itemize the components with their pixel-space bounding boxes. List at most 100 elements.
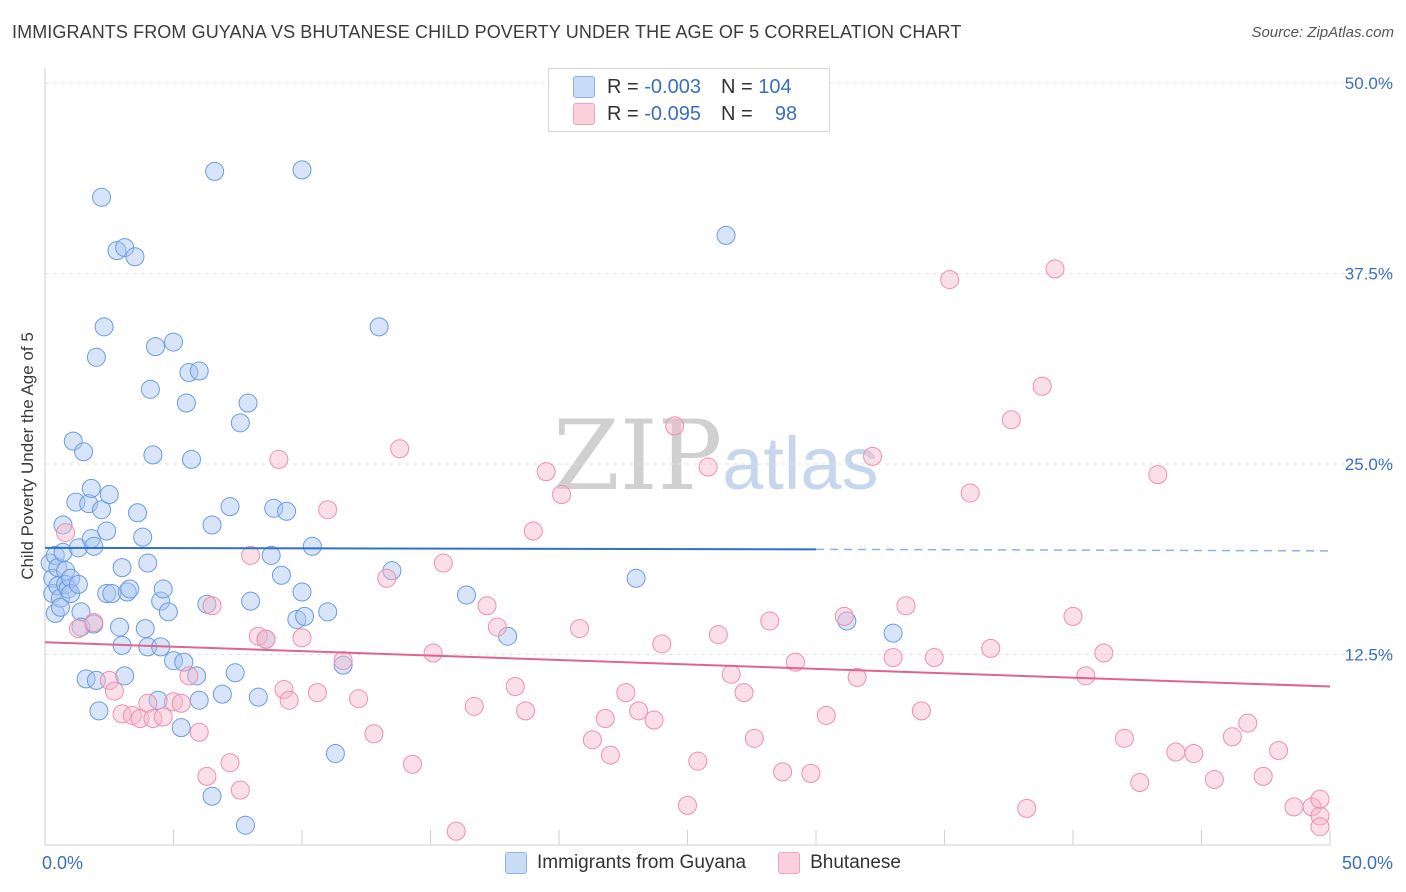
point-bhutanese xyxy=(171,693,191,713)
point-bhutanese xyxy=(390,439,410,459)
point-bhutanese xyxy=(1284,797,1304,817)
point-guyana xyxy=(102,584,122,604)
point-guyana xyxy=(171,718,191,738)
point-guyana xyxy=(164,332,183,352)
point-bhutanese xyxy=(863,446,883,466)
point-bhutanese xyxy=(99,670,119,690)
source-label: Source: ZipAtlas.com xyxy=(1251,24,1394,41)
point-bhutanese xyxy=(446,821,466,841)
point-guyana xyxy=(202,515,222,535)
point-guyana xyxy=(202,786,222,806)
point-guyana xyxy=(153,579,173,599)
legend-n-value: 98 xyxy=(774,102,798,125)
point-bhutanese xyxy=(1094,643,1114,663)
point-bhutanese xyxy=(433,553,453,573)
point-bhutanese xyxy=(688,751,708,771)
point-guyana xyxy=(63,431,83,451)
y-axis-label: Child Poverty Under the Age of 5 xyxy=(18,332,37,580)
point-guyana xyxy=(277,501,297,521)
point-bhutanese xyxy=(364,724,384,744)
point-bhutanese xyxy=(241,545,261,565)
point-guyana xyxy=(248,687,268,707)
point-bhutanese xyxy=(197,766,217,786)
series-legend: Immigrants from Guyana Bhutanese xyxy=(0,852,1406,874)
point-guyana xyxy=(81,478,101,498)
point-guyana xyxy=(230,413,250,433)
legend-swatch-guyana xyxy=(573,76,595,98)
point-guyana xyxy=(112,558,132,578)
trend-line-bhutanese xyxy=(44,641,1331,688)
point-bhutanese xyxy=(721,664,741,684)
point-guyana xyxy=(883,623,903,643)
grid-lines xyxy=(45,82,1395,655)
point-bhutanese xyxy=(318,500,338,520)
point-guyana xyxy=(187,666,207,686)
point-guyana xyxy=(179,363,199,383)
x-tick-label: 50.0% xyxy=(1342,853,1393,873)
point-bhutanese xyxy=(734,683,754,703)
point-bhutanese xyxy=(1001,410,1021,430)
point-bhutanese xyxy=(464,696,484,716)
point-bhutanese xyxy=(349,689,369,709)
tick-labels: 12.5% 25.0% 37.5% 50.0% 0.0% 50.0% xyxy=(42,74,1393,873)
point-bhutanese xyxy=(423,643,443,663)
legend-n-label: N = xyxy=(720,75,753,98)
point-guyana xyxy=(140,379,160,399)
point-guyana xyxy=(181,449,201,469)
point-guyana xyxy=(99,484,119,504)
point-bhutanese xyxy=(1063,606,1083,626)
point-guyana xyxy=(456,585,476,605)
point-bhutanese xyxy=(595,709,615,729)
point-guyana xyxy=(271,565,291,585)
point-guyana xyxy=(369,317,389,337)
point-guyana xyxy=(84,536,104,556)
point-guyana xyxy=(53,515,73,535)
point-bhutanese xyxy=(924,648,944,668)
point-bhutanese xyxy=(274,680,294,700)
point-bhutanese xyxy=(333,651,353,671)
point-bhutanese xyxy=(1310,817,1330,837)
point-bhutanese xyxy=(1148,465,1168,485)
point-guyana xyxy=(292,582,312,602)
point-bhutanese xyxy=(1017,798,1037,818)
point-bhutanese xyxy=(552,484,572,504)
point-guyana xyxy=(107,241,127,261)
point-guyana xyxy=(135,619,155,639)
point-bhutanese xyxy=(981,638,1001,658)
point-bhutanese xyxy=(785,652,805,672)
point-bhutanese xyxy=(582,730,602,750)
x-tick-label: 0.0% xyxy=(42,853,83,873)
point-bhutanese xyxy=(122,705,142,725)
point-guyana xyxy=(146,337,166,357)
point-guyana xyxy=(295,606,315,626)
legend-r-value: -0.003 xyxy=(644,75,701,98)
point-guyana xyxy=(287,609,307,629)
point-bhutanese xyxy=(1045,259,1065,279)
point-guyana xyxy=(138,553,158,573)
watermark: ZIPatlas xyxy=(553,400,879,512)
point-bhutanese xyxy=(816,705,836,725)
point-bhutanese xyxy=(179,666,199,686)
point-bhutanese xyxy=(220,753,240,773)
point-guyana xyxy=(45,545,65,565)
y-tick-label: 12.5% xyxy=(1345,645,1393,664)
point-guyana xyxy=(238,393,258,413)
point-bhutanese xyxy=(487,617,507,637)
legend-swatch-bhutanese xyxy=(573,103,595,125)
point-bhutanese xyxy=(377,568,397,588)
point-bhutanese xyxy=(1114,728,1134,748)
point-bhutanese xyxy=(698,457,718,477)
y-tick-label: 25.0% xyxy=(1345,455,1393,474)
point-bhutanese xyxy=(1310,789,1330,809)
point-guyana xyxy=(220,497,240,517)
point-bhutanese xyxy=(652,634,672,654)
data-points xyxy=(40,160,1330,841)
point-bhutanese xyxy=(911,701,931,721)
point-guyana xyxy=(120,579,140,599)
point-bhutanese xyxy=(708,625,728,645)
watermark-zip: ZIP xyxy=(553,400,723,512)
point-guyana xyxy=(61,568,81,588)
point-bhutanese xyxy=(570,619,590,639)
point-bhutanese xyxy=(56,523,76,543)
